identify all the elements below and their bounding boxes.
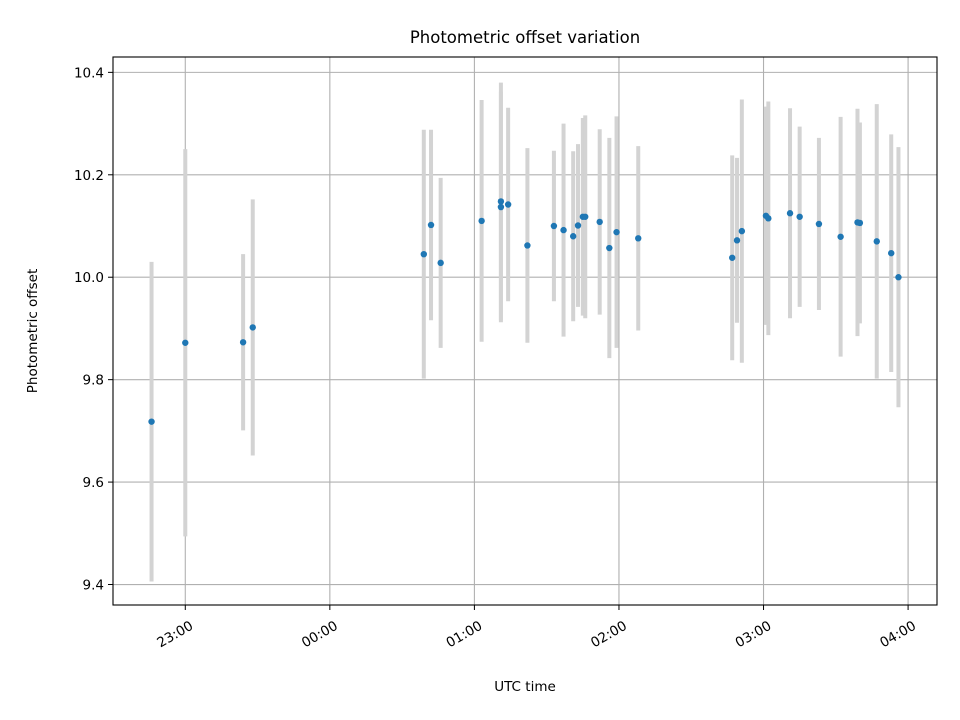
data-point [596, 218, 603, 226]
data-point [574, 222, 582, 229]
data-point [550, 222, 558, 230]
data-point [786, 210, 794, 217]
y-tick-label: 9.8 [83, 373, 104, 389]
x-tick-label: 03:00 [733, 618, 775, 651]
series-layer [148, 82, 902, 582]
data-point [888, 249, 895, 257]
y-axis-label: Photometric offset [25, 269, 41, 393]
chart-title: Photometric offset variation [410, 28, 640, 47]
data-point [738, 227, 746, 235]
y-tick-label: 10.2 [74, 168, 104, 184]
data-point [497, 203, 505, 211]
data-point [249, 324, 256, 331]
y-tick-label: 9.6 [83, 475, 104, 491]
data-point [815, 220, 823, 228]
data-point [765, 215, 772, 222]
data-point [478, 217, 485, 225]
tick-layer: 23:00 00:00 01:00 02:00 03:00 04:00 9.4 9.6 9.8 1… [74, 65, 919, 651]
x-tick-label: 04:00 [877, 618, 919, 651]
data-point [796, 213, 803, 220]
x-axis-label: UTC time [494, 679, 556, 695]
data-point [569, 233, 577, 240]
data-point [837, 233, 844, 240]
grid-layer [113, 57, 937, 605]
data-point [873, 238, 880, 245]
data-point [182, 339, 189, 346]
data-point [504, 201, 512, 208]
data-point [606, 244, 613, 252]
data-point [856, 219, 864, 227]
data-point [148, 418, 155, 425]
data-point [635, 235, 642, 242]
data-point [437, 259, 444, 267]
x-tick-label: 23:00 [154, 618, 196, 651]
plot-frame [112, 56, 938, 606]
data-point [239, 339, 247, 346]
x-tick-label: 00:00 [299, 618, 341, 651]
y-tick-label: 10.0 [74, 270, 104, 286]
data-point [613, 228, 620, 236]
y-tick-label: 9.4 [83, 578, 104, 594]
data-point [420, 250, 428, 258]
data-point [582, 213, 589, 220]
data-point [497, 198, 505, 205]
x-tick-label: 01:00 [444, 618, 486, 651]
y-tick-label: 10.4 [74, 65, 104, 81]
data-point [895, 274, 902, 281]
data-point [560, 226, 567, 234]
data-point [733, 237, 741, 244]
data-point [524, 242, 531, 249]
data-point [729, 254, 736, 261]
data-point [427, 221, 435, 229]
x-tick-label: 02:00 [588, 618, 630, 651]
